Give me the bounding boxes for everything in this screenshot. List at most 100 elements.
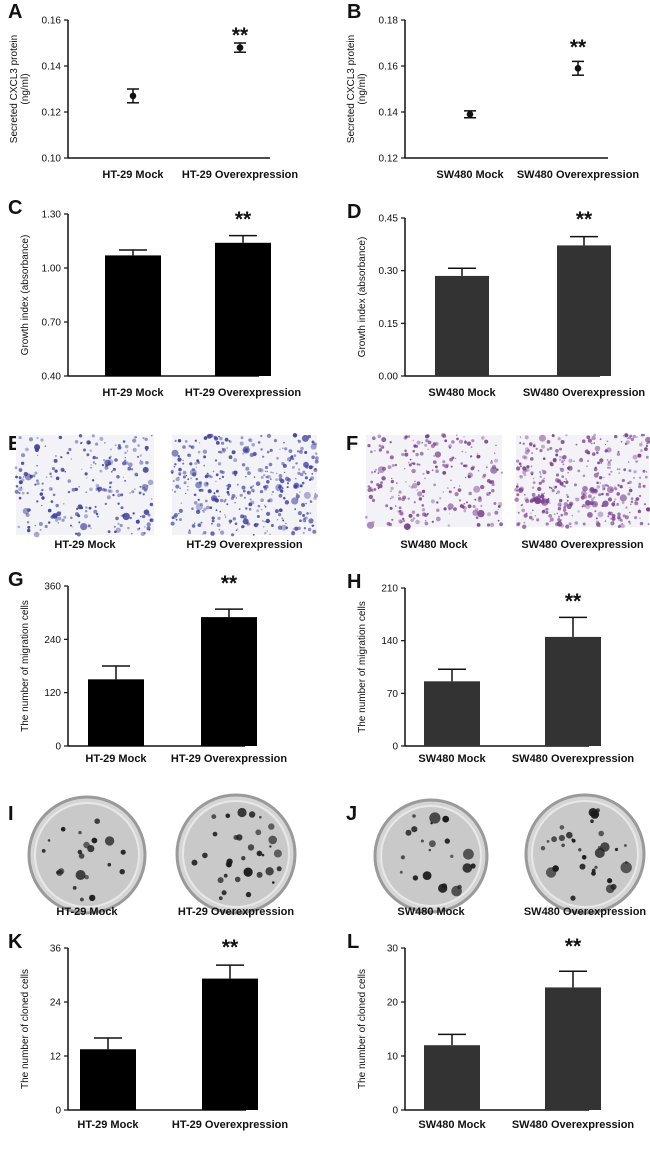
y-tick-label: 210 (381, 584, 398, 595)
stained-cell (571, 514, 574, 517)
stained-cell (297, 468, 301, 471)
stained-cell (624, 442, 628, 445)
stained-cell (241, 463, 246, 467)
data-point-mock (129, 92, 137, 100)
chart-panel-h: H 0 70 140 210 The number of migration cells S… (347, 571, 634, 765)
stained-cell (203, 507, 207, 511)
stained-cell (536, 518, 540, 522)
stained-cell (62, 502, 65, 505)
stained-cell (546, 448, 550, 451)
image-caption: SW480 Overexpression (521, 539, 644, 551)
colony (233, 835, 239, 840)
stained-cell (228, 455, 233, 460)
stained-cell (271, 490, 275, 494)
colony (237, 807, 247, 818)
stained-cell (628, 520, 631, 523)
stained-cell (264, 465, 269, 470)
stained-cell (605, 443, 607, 446)
stained-cell (36, 436, 39, 440)
stained-cell (629, 486, 631, 489)
stained-cell (525, 447, 529, 452)
stained-cell (132, 447, 137, 452)
stained-cell (475, 516, 479, 519)
stained-cell (184, 492, 187, 495)
stained-cell (396, 482, 398, 484)
stained-cell (52, 513, 58, 519)
stained-cell (134, 488, 136, 491)
stained-cell (225, 516, 227, 518)
stained-cell (634, 501, 639, 506)
stained-cell (630, 500, 634, 504)
chart-panel-k: K 0 12 24 36 The number of cloned cells HT-29 … (8, 931, 288, 1131)
stained-cell (145, 461, 149, 465)
stained-cell (380, 481, 383, 485)
stained-cell (139, 460, 144, 465)
stained-cell (500, 471, 503, 474)
stained-cell (18, 486, 23, 492)
colony (561, 843, 565, 848)
stained-cell (119, 523, 123, 528)
stained-cell (311, 440, 315, 444)
stained-cell (74, 487, 78, 491)
colony (245, 891, 252, 898)
panel-label: K (8, 931, 23, 953)
stained-cell (144, 437, 148, 441)
stained-cell (218, 450, 221, 454)
stained-cell (47, 508, 52, 513)
stained-cell (558, 515, 560, 518)
stained-cell (599, 482, 601, 484)
panel-label: L (347, 931, 359, 953)
colony (212, 831, 218, 837)
stained-cell (561, 456, 565, 460)
stained-cell (473, 485, 481, 493)
stained-cell (309, 512, 312, 515)
stained-cell (522, 524, 527, 529)
colony (94, 818, 100, 824)
stained-cell (566, 499, 569, 502)
stained-cell (582, 504, 586, 508)
colony (457, 884, 462, 890)
stained-cell (476, 452, 479, 455)
y-axis-label: Secreted CXCL3 protein (346, 35, 357, 143)
stained-cell (646, 442, 648, 445)
colony (247, 844, 255, 851)
stained-cell (114, 444, 117, 447)
stained-cell (635, 436, 638, 438)
stained-cell (242, 452, 245, 455)
colony (87, 845, 95, 853)
stained-cell (127, 466, 132, 471)
stained-cell (120, 514, 123, 517)
stained-cell (290, 458, 292, 460)
stained-cell (278, 493, 283, 498)
y-tick-label: 360 (44, 582, 61, 593)
stained-cell (233, 470, 238, 475)
stained-cell (260, 508, 263, 511)
stained-cell (643, 503, 647, 506)
stained-cell (382, 446, 385, 449)
colony (420, 839, 424, 843)
stained-cell (364, 515, 368, 519)
stained-cell (466, 501, 468, 504)
stained-cell (620, 523, 625, 529)
stained-cell (36, 464, 38, 467)
stained-cell (248, 502, 253, 507)
stained-cell (205, 473, 210, 477)
stained-cell (394, 505, 397, 507)
stained-cell (370, 471, 374, 474)
stained-cell (644, 475, 648, 479)
bar-mock (435, 275, 489, 376)
stained-cell (172, 479, 175, 483)
stained-cell (217, 516, 221, 520)
stained-cell (529, 515, 533, 520)
x-category-label: HT-29 Mock (102, 169, 164, 181)
colony (463, 848, 474, 860)
stained-cell (402, 495, 407, 500)
stained-cell (450, 479, 452, 482)
stained-cell (219, 477, 221, 480)
stained-cell (182, 470, 187, 475)
stained-cell (74, 532, 78, 535)
stained-cell (484, 439, 489, 444)
stained-cell (516, 489, 518, 492)
stained-cell (124, 480, 126, 482)
stained-cell (127, 526, 130, 530)
